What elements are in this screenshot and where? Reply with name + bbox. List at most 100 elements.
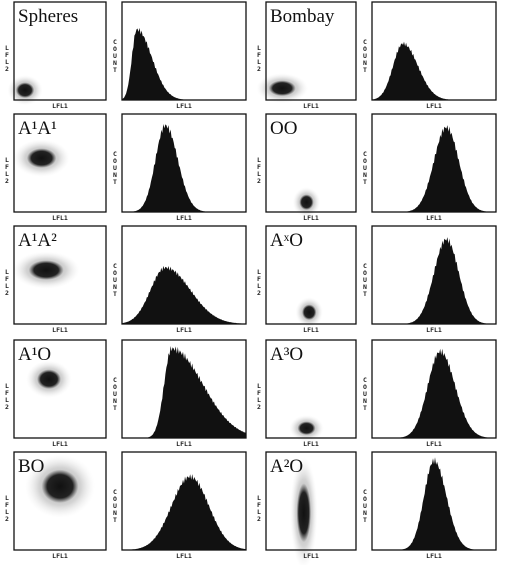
cloud-core <box>41 469 79 503</box>
scatter-frame <box>13 1 107 101</box>
panel-label: A¹A¹ <box>18 118 57 139</box>
scatter-panel: A¹A² LFL2 LFL1 <box>3 225 107 334</box>
panel-label: A¹A² <box>18 230 57 251</box>
scatter-frame <box>265 113 357 213</box>
x-axis-label: LFL1 <box>176 214 192 222</box>
y-axis-label: COUNT <box>111 488 119 523</box>
cloud-core <box>15 82 35 99</box>
scatter-panel: A²O LFL2 LFL1 <box>255 451 357 565</box>
scatter-panel: OO LFL2 LFL1 <box>255 113 357 222</box>
panel-label: Spheres <box>18 6 78 27</box>
scatter-frame <box>13 451 107 551</box>
histogram-shape <box>372 125 496 212</box>
histogram-shape <box>122 474 246 550</box>
histogram-panel: COUNT LFL1 <box>361 113 497 222</box>
y-axis-label: COUNT <box>361 376 369 411</box>
histogram-frame <box>371 113 497 213</box>
x-axis-label: LFL1 <box>426 102 442 110</box>
histogram-shape <box>122 27 246 100</box>
histogram-frame <box>371 225 497 325</box>
cloud-core <box>37 369 61 390</box>
x-axis-label: LFL1 <box>426 552 442 560</box>
scatter-frame <box>13 225 107 325</box>
scatter-frame <box>265 339 357 439</box>
panel-label: BO <box>18 456 44 477</box>
scatter-panel: A³O LFL2 LFL1 <box>255 339 357 448</box>
cloud-core <box>28 260 64 280</box>
y-axis-label: COUNT <box>111 150 119 185</box>
histogram-frame <box>121 1 247 101</box>
histogram-shape <box>372 457 496 550</box>
histogram-panel: COUNT LFL1 <box>361 339 497 448</box>
scatter-panel: Spheres LFL2 LFL1 <box>3 1 107 110</box>
x-axis-label: LFL1 <box>176 326 192 334</box>
y-axis-label: COUNT <box>111 38 119 73</box>
x-axis-label: LFL1 <box>303 440 319 448</box>
scatter-panel: A¹O LFL2 LFL1 <box>3 339 107 448</box>
histogram-frame <box>371 451 497 551</box>
y-axis-label: COUNT <box>111 262 119 297</box>
y-axis-label: COUNT <box>361 38 369 73</box>
histogram-shape <box>372 237 496 324</box>
histogram-shape <box>372 348 496 438</box>
scatter-panel: Bombay LFL2 LFL1 <box>255 1 357 110</box>
cloud-core <box>299 194 314 211</box>
scatter-frame <box>265 451 357 551</box>
y-axis-label: LFL2 <box>3 44 11 72</box>
x-axis-label: LFL1 <box>52 214 68 222</box>
x-axis-label: LFL1 <box>303 214 319 222</box>
y-axis-label: LFL2 <box>3 382 11 410</box>
panel-label: OO <box>270 118 297 139</box>
histogram-frame <box>121 339 247 439</box>
histogram-frame <box>371 1 497 101</box>
scatter-panel: AˣO LFL2 LFL1 <box>255 225 357 334</box>
y-axis-label: LFL2 <box>3 156 11 184</box>
histogram-panel: COUNT LFL1 <box>111 1 247 110</box>
y-axis-label: LFL2 <box>255 382 263 410</box>
x-axis-label: LFL1 <box>426 214 442 222</box>
x-axis-label: LFL1 <box>52 102 68 110</box>
cloud-core <box>26 148 57 168</box>
panel-label: A¹O <box>18 344 51 365</box>
scatter-frame <box>13 113 107 213</box>
cloud-core <box>268 80 296 97</box>
y-axis-label: COUNT <box>361 262 369 297</box>
histogram-frame <box>121 113 247 213</box>
histogram-frame <box>121 451 247 551</box>
histogram-frame <box>371 339 497 439</box>
histogram-panel: COUNT LFL1 <box>361 225 497 334</box>
x-axis-label: LFL1 <box>176 440 192 448</box>
y-axis-label: LFL2 <box>3 494 11 522</box>
cloud-core <box>297 421 316 436</box>
scatter-frame <box>13 339 107 439</box>
histogram-shape <box>122 265 246 324</box>
x-axis-label: LFL1 <box>176 102 192 110</box>
histogram-panel: COUNT LFL1 <box>111 451 247 560</box>
histogram-shape <box>122 346 246 438</box>
x-axis-label: LFL1 <box>52 552 68 560</box>
y-axis-label: LFL2 <box>255 44 263 72</box>
y-axis-label: LFL2 <box>255 494 263 522</box>
scatter-frame <box>265 225 357 325</box>
cloud-core <box>296 483 311 543</box>
histogram-panel: COUNT LFL1 <box>361 1 497 110</box>
x-axis-label: LFL1 <box>52 326 68 334</box>
scatter-frame <box>265 1 357 101</box>
panel-label: Bombay <box>270 6 335 27</box>
y-axis-label: LFL2 <box>3 268 11 296</box>
histogram-shape <box>372 41 496 100</box>
panel-label: AˣO <box>270 230 303 251</box>
x-axis-label: LFL1 <box>426 326 442 334</box>
y-axis-label: COUNT <box>361 488 369 523</box>
panel-label: A²O <box>270 456 303 477</box>
histogram-frame <box>121 225 247 325</box>
panel-label: A³O <box>270 344 303 365</box>
cloud-core <box>302 304 317 321</box>
y-axis-label: LFL2 <box>255 156 263 184</box>
x-axis-label: LFL1 <box>426 440 442 448</box>
scatter-panel: BO LFL2 LFL1 <box>3 451 107 560</box>
histogram-panel: COUNT LFL1 <box>111 225 247 334</box>
x-axis-label: LFL1 <box>303 102 319 110</box>
x-axis-label: LFL1 <box>52 440 68 448</box>
